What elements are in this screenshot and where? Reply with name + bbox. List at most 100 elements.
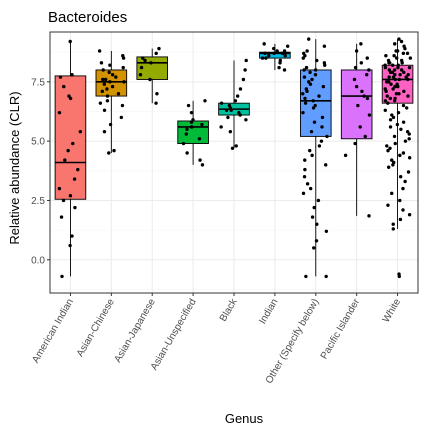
data-point — [110, 84, 115, 89]
data-point — [67, 94, 71, 98]
data-point — [398, 153, 402, 158]
data-point — [391, 222, 395, 226]
data-point — [398, 217, 403, 222]
data-point — [219, 125, 223, 129]
data-point — [402, 70, 406, 75]
x-tick-label: Pacific Islander — [319, 296, 363, 361]
data-point — [264, 56, 268, 60]
data-point — [343, 153, 348, 158]
data-point — [398, 198, 402, 203]
data-point — [219, 101, 224, 105]
data-point — [404, 75, 408, 79]
data-point — [320, 115, 325, 120]
data-point — [181, 141, 186, 146]
data-point — [200, 122, 204, 127]
data-point — [244, 58, 248, 63]
data-point — [157, 46, 161, 51]
data-point — [185, 127, 189, 131]
data-point — [141, 56, 145, 60]
data-point — [272, 46, 276, 51]
data-point — [108, 80, 112, 84]
data-point — [229, 108, 233, 113]
data-point — [224, 108, 229, 113]
data-point — [386, 165, 391, 169]
data-point — [313, 103, 317, 108]
data-point — [354, 49, 359, 53]
y-tick-label: 5.0 — [31, 137, 45, 148]
data-point — [184, 132, 188, 136]
data-point — [308, 148, 312, 153]
data-point — [388, 61, 392, 65]
data-point — [401, 208, 405, 212]
y-axis: 0.0 2.5 5.0 7.5 — [31, 77, 50, 266]
data-point — [154, 101, 158, 105]
x-tick-label: Asian-Japanese — [112, 297, 158, 365]
data-point — [280, 51, 285, 56]
data-point — [393, 42, 397, 46]
data-point — [391, 227, 395, 231]
data-point — [301, 56, 305, 60]
data-point — [353, 141, 357, 146]
y-axis-title: Relative abundance (CLR) — [7, 91, 22, 244]
data-point — [403, 46, 407, 51]
data-point — [305, 49, 309, 53]
data-point — [388, 96, 393, 101]
data-point — [244, 118, 248, 122]
data-point — [308, 82, 313, 86]
data-point — [101, 68, 105, 72]
data-point — [408, 56, 413, 60]
data-point — [139, 65, 144, 70]
data-point — [189, 120, 194, 124]
data-point — [155, 91, 159, 96]
data-point — [360, 89, 364, 94]
data-point — [68, 96, 73, 101]
data-point — [226, 115, 230, 120]
data-point — [301, 110, 305, 115]
data-point — [302, 68, 306, 72]
data-point — [401, 103, 406, 108]
data-point — [238, 87, 243, 91]
data-point — [70, 73, 74, 77]
x-tick-label: Indian — [257, 297, 280, 326]
data-point — [398, 73, 402, 77]
data-point — [325, 134, 329, 139]
data-point — [309, 129, 314, 134]
data-point — [112, 148, 116, 153]
data-point — [308, 70, 312, 75]
data-point — [313, 68, 318, 72]
data-point — [285, 44, 290, 48]
data-point — [62, 84, 66, 89]
data-point — [365, 56, 369, 60]
data-point — [78, 129, 83, 134]
data-point — [352, 77, 357, 82]
data-point — [386, 203, 390, 207]
data-point — [230, 146, 235, 150]
data-point — [149, 61, 153, 65]
data-point — [407, 65, 412, 70]
y-tick-label: 2.5 — [31, 196, 45, 207]
data-point — [391, 115, 396, 120]
data-point — [390, 70, 395, 75]
data-point — [102, 108, 107, 113]
data-point — [310, 77, 314, 82]
data-point — [262, 42, 266, 46]
data-point — [76, 167, 80, 172]
data-point — [114, 75, 118, 79]
data-point — [58, 75, 63, 79]
data-point — [392, 68, 397, 72]
x-tick-label: Asian-Chinese — [75, 297, 117, 359]
data-point — [263, 51, 267, 56]
y-tick-label: 7.5 — [31, 77, 45, 88]
data-point — [393, 77, 398, 82]
data-point — [307, 80, 311, 84]
data-point — [277, 65, 281, 70]
data-point — [185, 151, 189, 155]
data-point — [389, 82, 393, 86]
data-point — [68, 39, 72, 44]
data-point — [68, 194, 73, 198]
jitter-points — [57, 37, 413, 279]
data-point — [317, 94, 321, 98]
data-point — [260, 56, 265, 60]
data-point — [282, 49, 287, 53]
x-axis-title: Genus — [225, 411, 264, 426]
